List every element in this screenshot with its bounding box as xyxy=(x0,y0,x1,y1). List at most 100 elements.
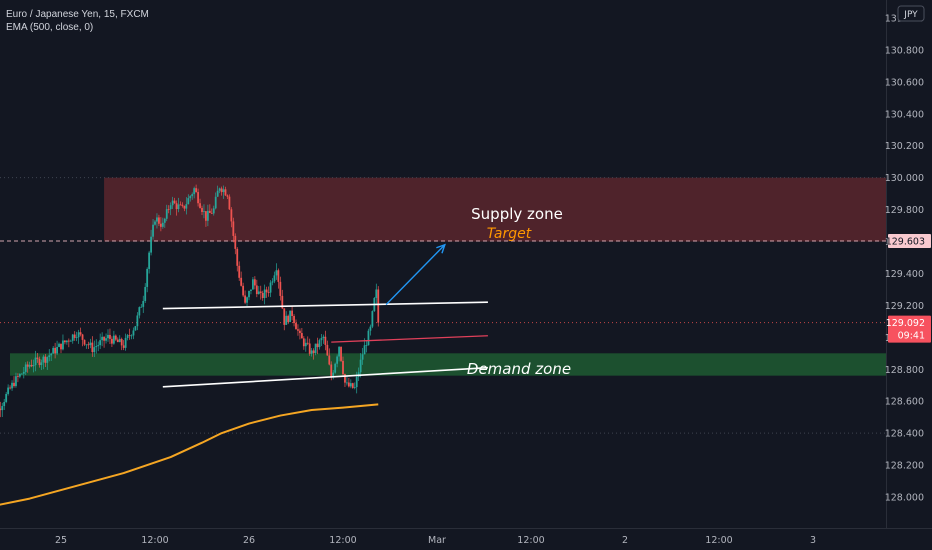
candle-body xyxy=(136,315,139,327)
supply-zone-box[interactable] xyxy=(104,177,887,242)
candle-body xyxy=(271,281,274,283)
candle-body xyxy=(265,289,268,293)
candle-body xyxy=(361,354,364,360)
candle-body xyxy=(253,279,256,286)
demand-zone-box[interactable] xyxy=(10,353,886,376)
candle-body xyxy=(73,334,76,338)
candle-body xyxy=(324,336,327,345)
candle-body xyxy=(300,333,303,339)
price-tick-label: 129.400 xyxy=(885,269,924,280)
candle-body xyxy=(342,360,344,375)
candle-body xyxy=(58,343,60,347)
candle-body xyxy=(220,188,223,193)
candle-body xyxy=(330,364,333,378)
candle-body xyxy=(3,401,6,407)
channel-lower-line[interactable] xyxy=(162,366,488,388)
candle-body xyxy=(17,376,19,377)
candle-body xyxy=(367,330,370,346)
candle-body xyxy=(295,323,297,330)
candle-body xyxy=(377,289,380,323)
candle-body xyxy=(246,297,248,303)
candle-body xyxy=(375,289,378,298)
candle-body xyxy=(293,316,295,324)
candle-body xyxy=(154,221,156,225)
candle-body xyxy=(216,190,219,197)
candle-body xyxy=(355,376,358,388)
candle-body xyxy=(349,383,352,387)
candle-body xyxy=(299,330,301,334)
candle-body xyxy=(20,373,23,375)
candle-body xyxy=(169,205,172,210)
candle-body xyxy=(111,338,113,344)
price-tick-label: 128.800 xyxy=(885,365,924,376)
annotation-labels: Supply zone Target Demand zone xyxy=(467,205,571,378)
candle-body xyxy=(5,393,8,402)
candle-body xyxy=(38,358,41,366)
candle-body xyxy=(326,344,329,356)
price-axis[interactable]: 131.000130.800130.600130.400130.200130.0… xyxy=(885,0,931,528)
candle-body xyxy=(101,336,104,341)
candle-body xyxy=(197,192,199,204)
currency-badge[interactable] xyxy=(897,5,925,22)
candle-body xyxy=(105,338,107,341)
channel-upper-line[interactable] xyxy=(162,301,488,310)
candle-body xyxy=(206,210,209,221)
candle-body xyxy=(177,204,180,210)
candle-body xyxy=(124,337,127,348)
candle-body xyxy=(126,335,129,338)
candle-body xyxy=(46,357,49,363)
candle-body xyxy=(120,338,123,346)
candle-body xyxy=(334,363,337,373)
candle-body xyxy=(112,335,115,344)
candle-body xyxy=(60,343,62,350)
candle-body xyxy=(69,340,72,342)
supply-zone-label: Supply zone xyxy=(471,205,563,223)
candle-body xyxy=(26,364,29,367)
candle-body xyxy=(214,196,217,209)
candle-body xyxy=(191,194,194,197)
channel-mid-line[interactable] xyxy=(331,335,488,343)
candle-body xyxy=(287,315,290,322)
candle-body xyxy=(64,340,66,343)
candle-body xyxy=(107,334,109,339)
candle-body xyxy=(187,198,190,205)
candle-body xyxy=(189,196,192,199)
candle-body xyxy=(344,374,346,383)
candle-body xyxy=(291,310,293,317)
candle-body xyxy=(167,209,170,210)
candle-body xyxy=(224,189,227,196)
candle-body xyxy=(163,218,166,223)
demand-zone-label: Demand zone xyxy=(467,360,571,378)
candle-body xyxy=(212,208,215,214)
candle-body xyxy=(250,289,252,291)
candle-body xyxy=(267,292,270,294)
target-arrow[interactable] xyxy=(385,244,446,306)
candle-body xyxy=(75,337,78,339)
ema-500-line[interactable] xyxy=(0,403,379,508)
price-tick-label: 129.200 xyxy=(885,301,924,312)
symbol-title[interactable]: Euro / Japanese Yen, 15, FXCM xyxy=(6,9,149,20)
candle-body xyxy=(179,204,182,206)
candle-body xyxy=(50,353,53,356)
indicator-title[interactable]: EMA (500, close, 0) xyxy=(6,22,94,33)
candle-body xyxy=(283,308,286,325)
target-arrow-head xyxy=(436,243,446,254)
candle-body xyxy=(148,252,151,269)
candle-body xyxy=(85,344,88,346)
time-tick-label: 3 xyxy=(810,535,816,546)
time-tick-label: Mar xyxy=(428,535,446,546)
candle-body xyxy=(171,200,174,206)
candle-body xyxy=(0,408,2,411)
candle-body xyxy=(289,310,292,322)
candle-body xyxy=(118,338,121,343)
candle-body xyxy=(302,338,305,347)
candle-body xyxy=(240,277,243,286)
candle-body xyxy=(156,217,158,222)
price-tick-label: 130.400 xyxy=(885,109,924,120)
candle-body xyxy=(297,329,299,331)
candle-body xyxy=(89,342,92,346)
time-axis[interactable]: 25 12:00 26 12:00 Mar 12:00 2 12:00 3 xyxy=(0,528,932,547)
candle-body xyxy=(195,188,198,193)
